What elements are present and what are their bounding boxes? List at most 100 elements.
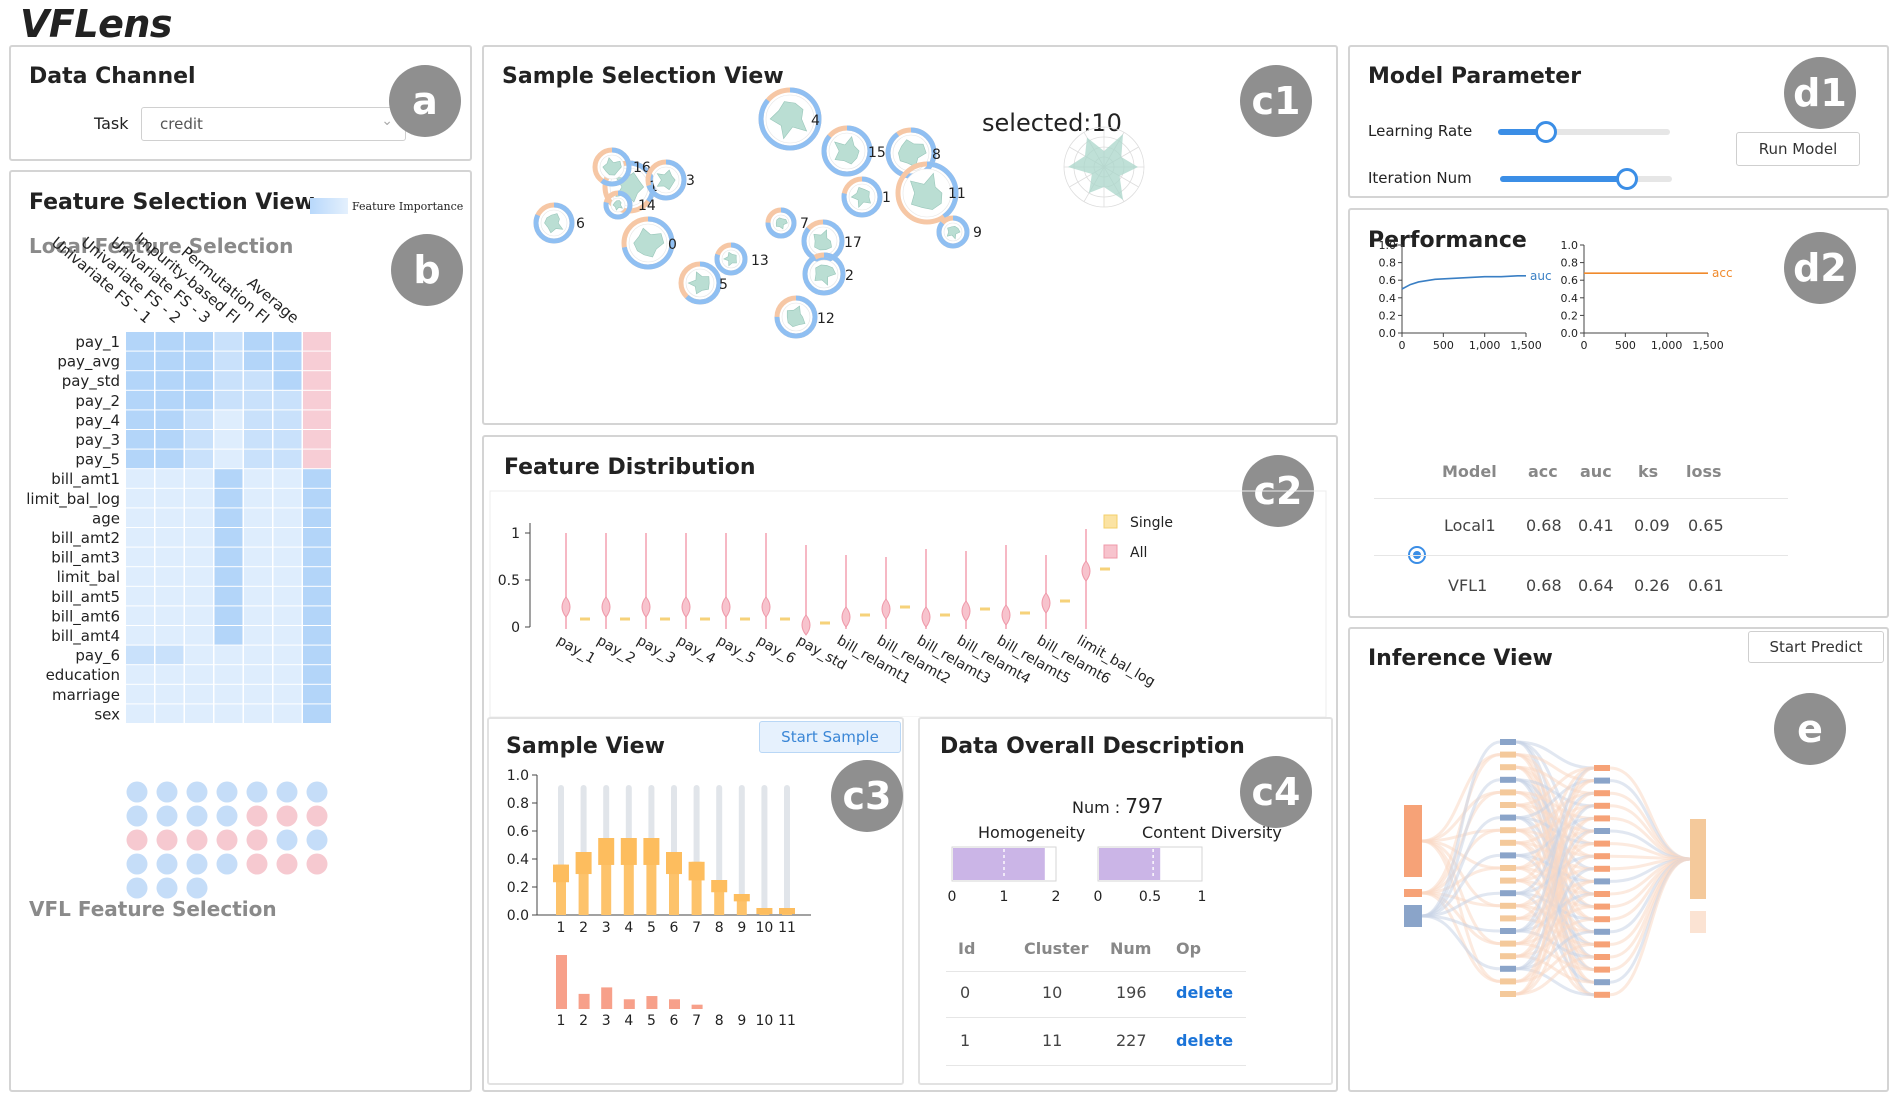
delete-link[interactable]: delete [1176,983,1234,1002]
data-channel-title: Data Channel [29,64,196,89]
vfl-feature-dot [156,781,178,803]
heatmap-cell [185,410,213,429]
num-readout: Num : 797 [1072,794,1163,818]
bar-value [646,838,657,915]
start-sample-button[interactable]: Start Sample [759,721,901,753]
heatmap-cell [126,508,154,527]
vfl-feature-dot [216,805,238,827]
heatmap-cell [185,626,213,645]
heatmap-cell [155,332,184,351]
heatmap-cell [185,430,213,449]
heatmap-cell [214,704,243,723]
sample-node-label: 2 [845,268,854,284]
row-label: sex [94,705,120,723]
heatmap-cell [155,410,184,429]
heatmap-cell [185,351,213,371]
task-select[interactable]: credit ⌄ [141,107,406,141]
heatmap-cell [126,351,154,371]
heatmap-cell [273,449,302,469]
heatmap-cell [155,449,184,469]
sample-view-chart: 1.00.80.60.40.20.01122334455667788991010… [507,768,811,1029]
sankey-flow [1515,766,1595,996]
app-title: VFLens [20,2,173,46]
homogeneity-tick-label: 1 [1000,889,1009,905]
perf-y-tick-label: 0.0 [1379,327,1397,340]
heatmap-cell [185,665,213,684]
row-label: pay_std [62,372,120,391]
iteration-slider[interactable] [1500,168,1672,190]
heatmap-cell [303,508,331,527]
heatmap-cell [244,684,272,704]
sankey-flow [1515,766,1595,807]
cluster-row-cluster: 11 [1042,1031,1063,1050]
perf-header-auc: auc [1580,462,1612,481]
perf-x-tick-label: 500 [1433,339,1454,352]
learning-rate-slider[interactable] [1498,121,1670,143]
start-predict-button[interactable]: Start Predict [1748,631,1884,663]
sample-node-label: 0 [668,237,677,253]
chevron-down-icon: ⌄ [381,113,393,129]
iteration-handle[interactable] [1616,168,1639,190]
sankey-node [1500,915,1516,922]
sankey-node [1594,966,1610,973]
sample-node-ring [821,125,873,177]
run-model-button[interactable]: Run Model [1736,132,1860,166]
row-label: limit_bal_log [26,490,120,509]
heatmap-cell [273,508,302,527]
x-tick-label: 3 [602,920,611,936]
heatmap-cell [214,665,243,684]
heatmap-cell [244,449,272,469]
bar-cap [666,852,682,875]
sample-node-radar [775,217,788,230]
sample-cluster-map[interactable]: 61016143041581117131725129 [484,47,1336,423]
badge-a: a [389,65,461,137]
heatmap-cell [273,410,302,429]
sample-node-label: 7 [800,216,809,232]
feature-label: pay_4 [674,633,718,668]
cluster-table: Id Cluster Num Op 0 10 196 delete 1 11 2… [920,719,1331,1083]
row-label: limit_bal [57,568,120,587]
heatmap-cell [214,469,243,488]
x-tick-label: 1 [557,920,566,936]
count-bar [578,993,590,1009]
sample-node-radar [786,305,806,327]
num-label: Num : [1072,798,1121,817]
model-parameter-panel: Model Parameter d1 Learning Rate Iterati… [1348,45,1889,198]
row-label: pay_3 [75,431,120,450]
heatmap-cell [244,351,272,371]
vfl-feature-dot [246,805,268,827]
bar-cap [711,880,728,893]
x-tick-label: 11 [778,920,796,936]
perf-y-tick-label: 1.0 [1379,239,1397,252]
heatmap-cell [185,645,213,665]
heatmap-cell [273,371,302,390]
sankey-flow [1515,779,1595,883]
delete-link[interactable]: delete [1176,1031,1234,1050]
feature-importance-legend: Feature Importance [310,198,463,214]
model-parameter-title: Model Parameter [1368,64,1582,89]
sankey-node [1690,911,1706,933]
heatmap-cell [155,684,184,704]
homogeneity-tick-label: 0 [948,889,957,905]
x-tick-label: 5 [647,920,656,936]
perf-row-acc: 0.68 [1526,516,1562,535]
heatmap-cell [214,488,243,508]
selected-count: selected:10 [982,109,1122,137]
diversity-label: Content Diversity [1142,823,1282,842]
sankey-flow [1515,917,1595,958]
heatmap-cell [244,469,272,488]
sample-view-title: Sample View [506,734,665,759]
perf-row-model: VFL1 [1448,576,1488,595]
vfl-feature-dot [186,781,208,803]
sample-node-label: 6 [576,216,585,232]
violin-all [721,596,731,618]
heatmap-cell [273,469,302,488]
vfl-feature-dot [156,853,178,875]
heatmap-cell [214,449,243,469]
sample-node-label: 3 [686,173,695,189]
learning-rate-handle[interactable] [1535,121,1558,143]
heatmap-cell [273,488,302,508]
count-label: 7 [692,1013,701,1029]
feature-distribution-title: Feature Distribution [504,455,756,480]
sample-node-ring [936,215,970,249]
